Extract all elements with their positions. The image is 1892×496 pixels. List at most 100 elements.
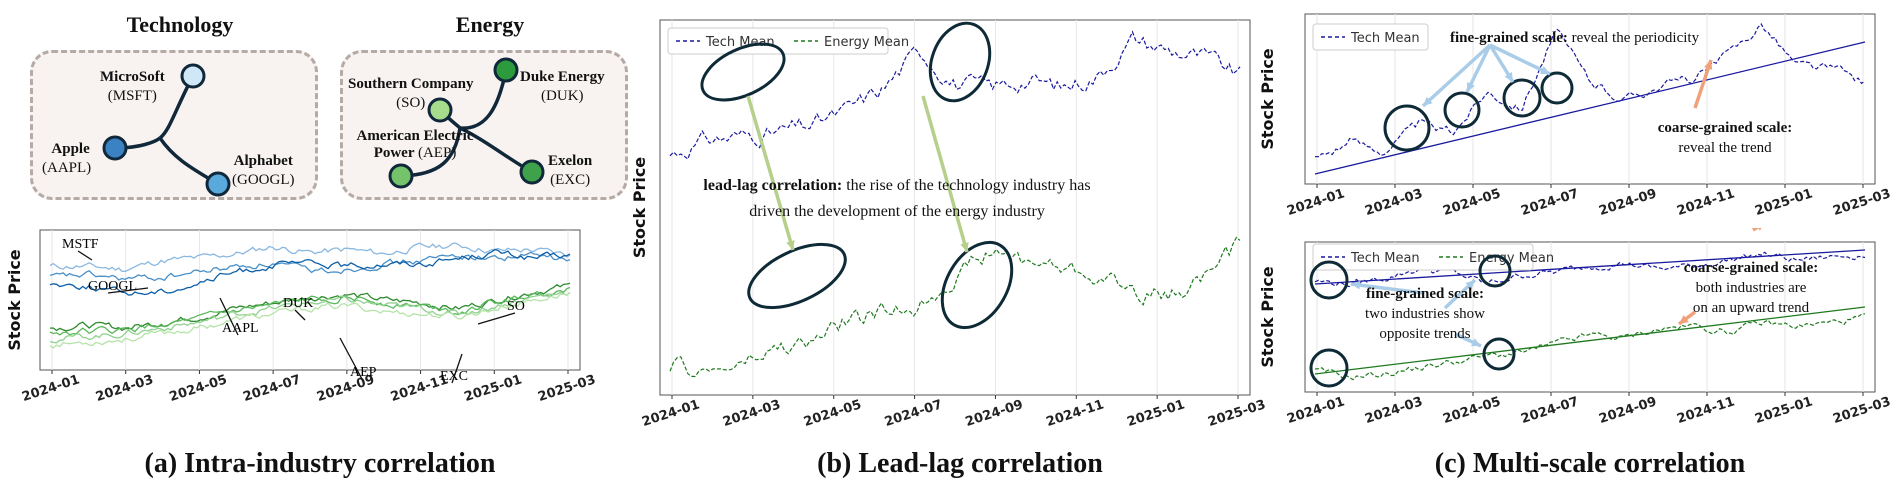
chart-a-label-leader <box>77 250 93 261</box>
chart-a-x-tick-label: 2025-01 <box>463 372 524 405</box>
label-duk: Duke Energy (DUK) <box>520 69 605 104</box>
node-duk <box>493 57 519 83</box>
chart-c-top-x-tick-label: 2024-03 <box>1363 186 1424 219</box>
label-so: Southern Company (SO) <box>348 76 474 111</box>
chart-c-top-fine-circle-2 <box>1443 91 1481 129</box>
chart-c-top-trend-line <box>1314 41 1866 175</box>
chart-c-bottom-energy-trend <box>1314 306 1866 375</box>
chart-a-series-aapl <box>49 248 571 296</box>
chart-b-series-tech-mean <box>669 30 1241 160</box>
chart-b-y-axis-label: Stock Price <box>630 157 649 258</box>
chart-c-bottom-fine-arrow-1 <box>1350 282 1424 295</box>
chart-b-highlight-tech-1 <box>700 42 786 102</box>
chart-a-series-so <box>49 286 571 336</box>
energy-box <box>340 50 628 200</box>
chart-c-bottom-series-energy-mean <box>1314 313 1866 381</box>
node-msft <box>180 63 206 89</box>
chart-c-top-x-tick-label: 2025-01 <box>1753 186 1814 219</box>
chart-c-bottom-x-tick-label: 2025-03 <box>1831 394 1892 427</box>
label-googl: Alphabet (GOOGL) <box>232 153 295 188</box>
chart-c-top-arrow-2-head <box>1467 82 1475 92</box>
chart-c-bottom-fine-text-1: two industries show <box>1365 306 1485 322</box>
chart-b-highlight-energy-1 <box>747 242 847 310</box>
chart-b-x-tick-label: 2025-01 <box>1125 397 1186 430</box>
node-aapl <box>102 135 128 161</box>
chart-c-bottom-fine-text-2: opposite trends <box>1379 326 1470 342</box>
chart-c-top-plot-frame <box>1304 13 1876 185</box>
chart-c-bottom-fine-title: fine-grained scale: <box>1366 286 1484 302</box>
chart-b-highlight-energy-2 <box>940 240 1014 330</box>
chart-c-top-coarse-annotation-title: coarse-grained scale: <box>1658 120 1793 136</box>
chart-c-bottom-legend-label: Energy Mean <box>1469 251 1554 266</box>
chart-a-series-label-mstf: MSTF <box>62 237 99 252</box>
label-msft: MicroSoft (MSFT) <box>100 69 165 104</box>
chart-c-bottom-legend-label: Tech Mean <box>1350 251 1420 266</box>
chart-c-bottom-x-tick-label: 2025-01 <box>1753 394 1814 427</box>
chart-b-annotation-line1: lead-lag correlation: the rise of the te… <box>703 177 1090 194</box>
chart-c-bottom-fine-arrow-1-head <box>1351 280 1361 290</box>
chart-c-top-x-tick-label: 2024-05 <box>1441 186 1502 219</box>
chart-b-annotation-line2: driven the development of the energy ind… <box>749 203 1045 220</box>
chart-a-series-exc <box>49 292 571 349</box>
chart-c-top-legend-label: Tech Mean <box>1350 31 1420 46</box>
chart-c-bottom-x-tick-label: 2024-05 <box>1441 394 1502 427</box>
chart-a-x-tick-label: 2024-01 <box>20 372 81 405</box>
chart-a-x-tick-label: 2024-03 <box>94 372 155 405</box>
chart-a-series-aep <box>49 291 571 344</box>
chart-a-label-leader <box>477 312 516 325</box>
chart-c-bottom-legend-box <box>1312 243 1534 271</box>
chart-a-series-label-exc: EXC <box>440 369 468 384</box>
chart-b-lead-lag: 2024-01 2024-03 2024-05 2024-07 2024-09 2024-… <box>630 19 1265 430</box>
caption-c: (c) Multi-scale correlation <box>1434 448 1746 479</box>
chart-c-bottom-series-tech-mean <box>1314 251 1866 288</box>
chart-c-bottom-fine-arrow-2-head <box>1465 280 1475 290</box>
chart-c-bottom-coarse-arrow-1-head <box>1679 315 1689 324</box>
chart-a-series-label-aep: AEP <box>350 365 377 380</box>
chart-b-x-tick-label: 2024-09 <box>964 397 1025 430</box>
energy-group-title: Energy <box>455 12 525 37</box>
chart-a-y-axis-label: Stock Price <box>5 249 24 350</box>
chart-b-legend-label: Tech Mean <box>705 35 775 50</box>
chart-c-top-y-axis-label: Stock Price <box>1258 48 1277 149</box>
chart-c-bottom-multiscale: 2024-01 2024-03 2024-05 2024-07 2024-09 2024-… <box>1258 228 1892 427</box>
chart-c-top-arrow-1 <box>1421 43 1492 108</box>
industry-graph <box>102 57 545 197</box>
caption-a: (a) Intra-industry correlation <box>144 448 496 479</box>
node-so <box>427 97 453 123</box>
label-aep: American Electric Power (AEP) <box>356 128 474 161</box>
chart-a-series-label-aapl: AAPL <box>222 321 259 336</box>
chart-a-series-label-duk: DUK <box>283 296 313 311</box>
chart-b-legend-box <box>667 27 889 55</box>
chart-a-intra-industry: 2024-01 2024-03 2024-05 2024-07 2024-09 2024-… <box>5 229 598 405</box>
chart-c-top-arrow-1-head <box>1423 96 1433 106</box>
chart-c-bottom-coarse-text-2: on an upward trend <box>1693 300 1810 316</box>
chart-c-top-coarse-annotation-text: reveal the trend <box>1678 140 1772 156</box>
chart-a-x-tick-label: 2024-07 <box>241 372 302 405</box>
chart-c-bottom-circle-1 <box>1309 260 1349 300</box>
chart-c-top-fine-circle-1 <box>1383 104 1431 152</box>
chart-a-label-leader <box>339 337 363 380</box>
chart-c-bottom-circle-2 <box>1478 254 1512 288</box>
chart-c-bottom-x-tick-label: 2024-01 <box>1285 394 1346 427</box>
chart-c-bottom-x-tick-label: 2024-03 <box>1363 394 1424 427</box>
chart-c-top-arrow-3-head <box>1504 72 1513 82</box>
chart-b-lead-lag-arrow-2 <box>921 95 969 253</box>
chart-b-x-tick-label: 2024-01 <box>640 397 701 430</box>
chart-c-bottom-x-tick-label: 2024-11 <box>1675 394 1736 427</box>
chart-b-legend-label: Energy Mean <box>824 35 909 50</box>
chart-c-top-x-tick-label: 2025-03 <box>1831 186 1892 219</box>
chart-b-series-energy-mean <box>669 236 1241 378</box>
chart-c-bottom-coarse-text-1: both industries are <box>1696 280 1807 296</box>
chart-c-top-arrow-coarse-head <box>1704 60 1713 70</box>
chart-b-lead-lag-arrow-1 <box>746 95 795 251</box>
chart-c-bottom-coarse-arrow-2 <box>1752 228 1760 232</box>
node-googl <box>205 171 231 197</box>
chart-b-plot-frame <box>659 19 1251 396</box>
chart-c-top-arrow-4-head <box>1540 66 1550 74</box>
chart-c-top-series-tech-mean <box>1314 22 1866 158</box>
chart-a-plot-frame <box>39 229 581 371</box>
chart-c-top-fine-annotation: fine-grained scale: reveal the periodici… <box>1450 30 1700 46</box>
chart-b-lead-lag-arrow-1-head <box>786 240 795 250</box>
chart-b-x-tick-label: 2024-03 <box>721 397 782 430</box>
chart-c-top-fine-circle-3 <box>1502 78 1542 118</box>
